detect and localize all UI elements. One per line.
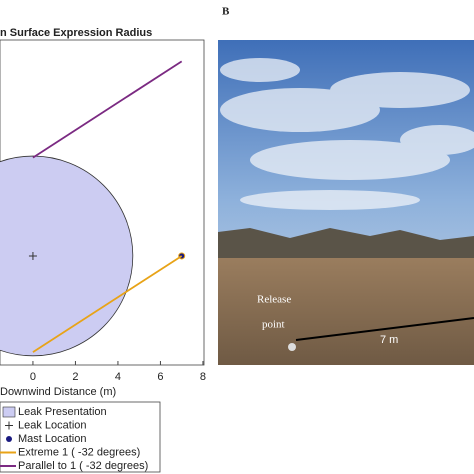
chart-title: n Surface Expression Radius bbox=[0, 27, 152, 39]
mountains bbox=[218, 228, 474, 262]
panel-label: B bbox=[222, 6, 230, 18]
distance-label: 7 m bbox=[380, 334, 398, 346]
x-tick-label: 8 bbox=[200, 371, 206, 383]
line bbox=[32, 60, 183, 159]
clouds bbox=[220, 58, 474, 210]
legend-swatch bbox=[2, 406, 16, 418]
legend-label: Mast Location bbox=[18, 433, 86, 445]
legend-label: Parallel to 1 ( -32 degrees) bbox=[18, 460, 148, 472]
x-axis-label: Downwind Distance (m) bbox=[0, 386, 116, 398]
line bbox=[32, 255, 183, 353]
leak-circle bbox=[0, 155, 134, 357]
x-tick-label: 6 bbox=[157, 371, 163, 383]
release-marker bbox=[288, 343, 296, 351]
legend-label: Extreme 1 ( -32 degrees) bbox=[18, 446, 140, 458]
field bbox=[218, 258, 474, 365]
annotation: Release bbox=[257, 294, 291, 306]
legend-frame bbox=[0, 401, 161, 473]
x-tick-label: 4 bbox=[115, 371, 121, 383]
x-tick-label: 0 bbox=[30, 371, 36, 383]
legend-swatch bbox=[5, 421, 13, 430]
leak-location bbox=[28, 251, 37, 260]
annotation: point bbox=[262, 319, 285, 331]
distance-line bbox=[295, 317, 474, 341]
legend-label: Leak Presentation bbox=[18, 406, 107, 418]
legend-label: Leak Location bbox=[18, 419, 87, 431]
legend-swatch bbox=[6, 436, 12, 442]
x-tick-label: 2 bbox=[72, 371, 78, 383]
photo-panel: B Release point 7 m bbox=[218, 6, 474, 365]
plot-area bbox=[0, 60, 186, 357]
chart: n Surface Expression Radius Downwind Dis… bbox=[0, 27, 206, 473]
